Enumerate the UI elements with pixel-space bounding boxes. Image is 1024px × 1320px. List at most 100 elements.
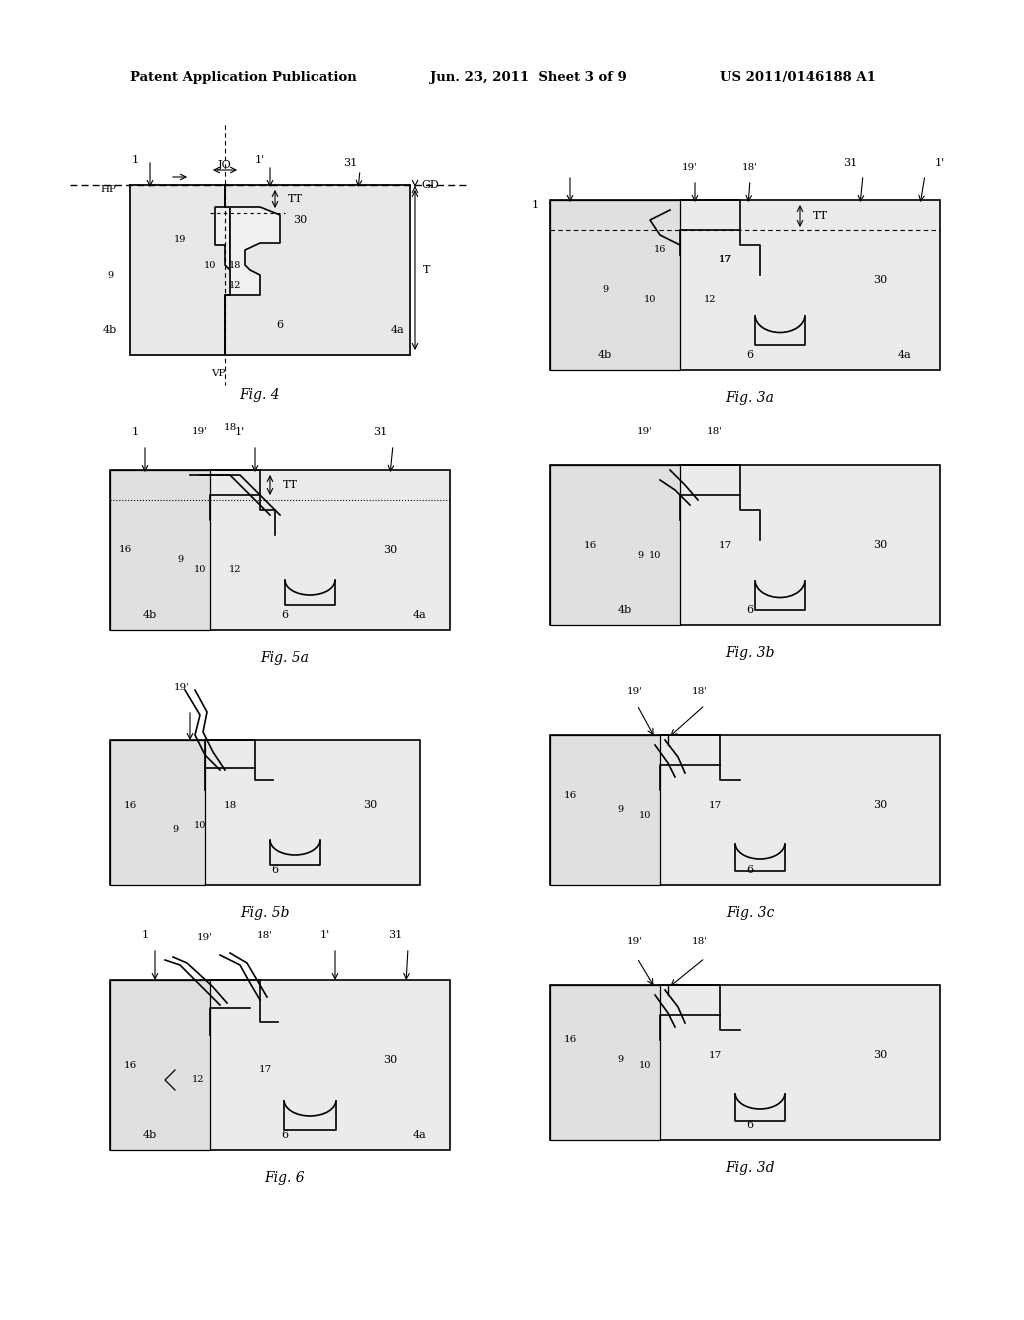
Text: Fig. 3c: Fig. 3c xyxy=(726,906,774,920)
Bar xyxy=(110,741,420,884)
Text: 10: 10 xyxy=(644,296,656,305)
Text: 18': 18' xyxy=(257,931,273,940)
Text: 30: 30 xyxy=(383,545,397,554)
Text: 1': 1' xyxy=(319,931,330,940)
Text: Fig. 6: Fig. 6 xyxy=(264,1171,305,1185)
Text: Fig. 3b: Fig. 3b xyxy=(725,645,775,660)
Text: 19': 19' xyxy=(637,428,653,437)
Text: 18: 18 xyxy=(223,424,237,433)
Text: TT: TT xyxy=(283,480,298,490)
Text: 9: 9 xyxy=(637,550,643,560)
Text: 6: 6 xyxy=(746,350,754,360)
Bar xyxy=(110,979,450,1150)
Text: 30: 30 xyxy=(362,800,377,810)
Bar xyxy=(550,985,660,1140)
Text: 30: 30 xyxy=(872,275,887,285)
Text: TT: TT xyxy=(812,211,827,220)
Text: VP: VP xyxy=(211,368,225,378)
Text: 12: 12 xyxy=(191,1076,204,1085)
Text: Fig. 3d: Fig. 3d xyxy=(725,1162,775,1175)
Text: 16: 16 xyxy=(119,545,132,554)
Polygon shape xyxy=(225,185,410,355)
Text: 6: 6 xyxy=(282,1130,289,1140)
Text: 9: 9 xyxy=(616,805,623,814)
Text: 16: 16 xyxy=(563,791,577,800)
Text: TT: TT xyxy=(288,194,302,205)
Text: 31: 31 xyxy=(343,158,357,168)
Text: 19': 19' xyxy=(193,428,208,437)
Text: 30: 30 xyxy=(383,1055,397,1065)
Text: 10: 10 xyxy=(194,821,206,829)
Text: 10: 10 xyxy=(639,810,651,820)
Text: 17: 17 xyxy=(709,800,722,809)
Bar xyxy=(550,735,660,884)
Bar xyxy=(550,465,680,624)
Text: 30: 30 xyxy=(872,1049,887,1060)
Text: Fig. 4: Fig. 4 xyxy=(240,388,281,403)
Bar xyxy=(550,201,680,370)
Bar xyxy=(110,470,210,630)
Text: 19: 19 xyxy=(174,235,186,244)
Text: 1': 1' xyxy=(234,426,245,437)
Bar xyxy=(110,741,205,884)
Bar xyxy=(550,985,940,1140)
Text: 10: 10 xyxy=(639,1060,651,1069)
Bar xyxy=(550,465,940,624)
Text: 19': 19' xyxy=(682,162,698,172)
Text: 12: 12 xyxy=(703,296,716,305)
Text: 19': 19' xyxy=(174,684,190,693)
Text: 4a: 4a xyxy=(391,325,404,335)
Text: 17: 17 xyxy=(258,1065,271,1074)
Text: 4b: 4b xyxy=(143,610,157,620)
Text: 10: 10 xyxy=(204,260,216,269)
Text: 18: 18 xyxy=(223,800,237,809)
Text: 30: 30 xyxy=(872,540,887,550)
Text: 17: 17 xyxy=(719,540,731,549)
Text: 16: 16 xyxy=(584,540,597,549)
Text: 18': 18' xyxy=(707,428,723,437)
Text: 9: 9 xyxy=(172,825,178,834)
Text: Fig. 3a: Fig. 3a xyxy=(726,391,774,405)
Text: 4a: 4a xyxy=(898,350,912,360)
Text: 31: 31 xyxy=(388,931,402,940)
Text: 6: 6 xyxy=(271,865,279,875)
Text: 17: 17 xyxy=(709,1051,722,1060)
Text: 4b: 4b xyxy=(143,1130,157,1140)
Text: 16: 16 xyxy=(123,800,136,809)
Text: Fig. 5b: Fig. 5b xyxy=(241,906,290,920)
Text: 10: 10 xyxy=(194,565,206,574)
Polygon shape xyxy=(130,185,230,355)
Text: GD: GD xyxy=(421,180,439,190)
Text: 16: 16 xyxy=(563,1035,577,1044)
Text: 6: 6 xyxy=(746,1119,754,1130)
Text: 9: 9 xyxy=(602,285,608,294)
Text: 9: 9 xyxy=(177,556,183,565)
Bar xyxy=(130,185,230,355)
Text: 9: 9 xyxy=(616,1056,623,1064)
Text: 12: 12 xyxy=(228,281,242,289)
Text: Patent Application Publication: Patent Application Publication xyxy=(130,71,356,84)
Text: 4a: 4a xyxy=(413,1130,427,1140)
Text: 1': 1' xyxy=(255,154,265,165)
Text: 1': 1' xyxy=(935,158,945,168)
Bar xyxy=(550,201,940,370)
Bar xyxy=(230,185,410,355)
Text: 18': 18' xyxy=(692,937,708,946)
Text: 6: 6 xyxy=(276,319,284,330)
Text: 4b: 4b xyxy=(617,605,632,615)
Text: 19': 19' xyxy=(627,937,643,946)
Text: US 2011/0146188 A1: US 2011/0146188 A1 xyxy=(720,71,876,84)
Text: Fig. 5a: Fig. 5a xyxy=(260,651,309,665)
Text: 10: 10 xyxy=(649,550,662,560)
Text: 1: 1 xyxy=(131,154,138,165)
Text: 30: 30 xyxy=(293,215,307,224)
Bar xyxy=(110,979,210,1150)
Text: 19': 19' xyxy=(627,688,643,697)
Text: 17: 17 xyxy=(719,256,731,264)
Text: T: T xyxy=(423,265,431,275)
Text: 31: 31 xyxy=(373,426,387,437)
Text: 6: 6 xyxy=(282,610,289,620)
Text: 1: 1 xyxy=(531,201,539,210)
Text: 4a: 4a xyxy=(413,610,427,620)
Text: 17: 17 xyxy=(719,256,731,264)
